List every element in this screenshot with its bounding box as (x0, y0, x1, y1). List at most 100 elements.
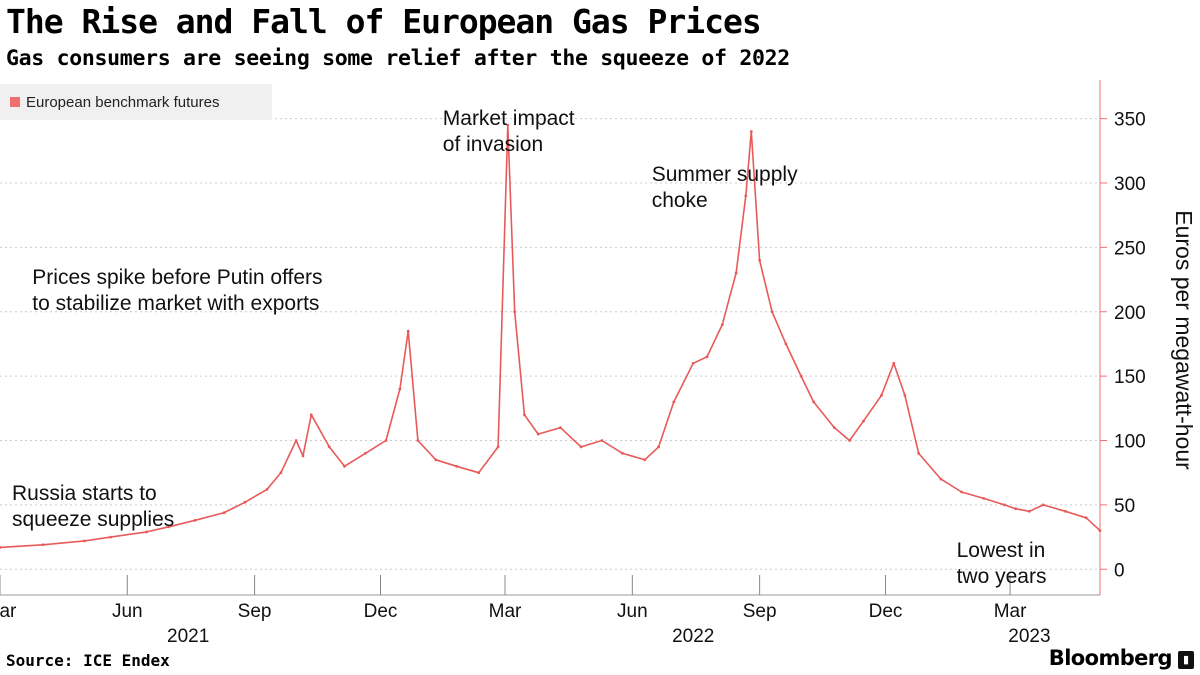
data-point (579, 445, 583, 449)
x-tick-label: Sep (743, 601, 777, 622)
annotation-text: Market impact of invasion (443, 107, 575, 156)
data-point (193, 518, 197, 522)
data-point (496, 445, 500, 449)
data-point (265, 488, 269, 491)
data-point (109, 535, 113, 539)
data-point (744, 194, 748, 198)
data-point (784, 342, 788, 346)
annotations: Russia starts to squeeze supplies Prices s… (12, 107, 1046, 588)
data-point (406, 329, 410, 333)
data-point (83, 539, 86, 543)
x-tick-label: Mar (994, 601, 1027, 622)
data-point (758, 258, 761, 262)
data-point (812, 400, 815, 404)
data-point (309, 413, 313, 417)
data-point (960, 490, 963, 494)
data-point (643, 458, 647, 462)
data-point (1014, 507, 1017, 511)
data-point (1064, 509, 1067, 513)
y-tick-label: 50 (1114, 496, 1135, 517)
data-point (892, 361, 896, 365)
x-tick-label: Jun (617, 601, 648, 622)
y-tick-label: 150 (1114, 367, 1146, 388)
legend: European benchmark futures (0, 84, 272, 120)
data-point (1028, 509, 1031, 513)
data-point (1098, 529, 1102, 532)
data-point (0, 546, 2, 549)
data-point (799, 374, 803, 378)
data-point (982, 497, 986, 500)
data-point (734, 271, 738, 275)
x-tick-label: Sep (238, 601, 272, 622)
data-point (41, 543, 45, 547)
data-point (222, 511, 226, 514)
y-tick-label: 350 (1114, 110, 1146, 131)
data-point (672, 400, 676, 404)
series-layer (0, 123, 1102, 549)
data-point (301, 454, 305, 458)
x-year-label: 2022 (672, 626, 714, 647)
source-note: Source: ICE Endex (6, 651, 170, 670)
data-point (506, 123, 510, 127)
chart-title: The Rise and Fall of European Gas Prices (6, 2, 762, 41)
data-point (749, 130, 753, 133)
data-point (657, 445, 660, 449)
data-point (279, 471, 283, 475)
data-point (167, 525, 171, 529)
annotation-text: Lowest in two years (957, 539, 1047, 588)
data-point (477, 471, 481, 475)
legend-swatch (10, 97, 20, 107)
axes: 0 50 100 150 200 250 300 350 Mar Jun Sep Dec Mar Jun S… (0, 80, 1146, 647)
x-year-label: 2023 (1008, 626, 1050, 647)
y-tick-label: 250 (1114, 238, 1146, 259)
bloomberg-chart-icon: ▮ (1178, 651, 1194, 669)
data-point (848, 439, 851, 442)
data-point (1084, 516, 1088, 520)
x-tick-label: Dec (869, 601, 903, 622)
data-point (832, 426, 836, 429)
data-point (862, 419, 865, 423)
data-point (705, 355, 709, 359)
legend-label: European benchmark futures (26, 93, 220, 111)
data-point (343, 464, 346, 468)
gridlines (0, 118, 1100, 570)
data-point (1003, 503, 1006, 507)
y-tick-label: 0 (1114, 560, 1125, 581)
x-year-label: 2021 (167, 626, 209, 647)
chart-subtitle: Gas consumers are seeing some relief aft… (6, 46, 790, 71)
data-point (327, 445, 331, 449)
data-point (434, 458, 438, 462)
data-point (621, 452, 624, 455)
series-line (0, 124, 1101, 549)
data-point (523, 413, 526, 417)
annotation-text: Prices spike before Putin offers to stabi… (32, 266, 322, 315)
y-tick-label: 300 (1114, 174, 1146, 195)
data-point (294, 439, 298, 442)
x-tick-label: Jun (112, 601, 143, 622)
data-point (416, 439, 420, 442)
data-point (600, 439, 604, 442)
y-axis-label: Euros per megawatt-hour (1171, 210, 1197, 470)
brand-logo: Bloomberg (1048, 646, 1173, 670)
data-point (145, 530, 149, 534)
x-tick-label: Mar (0, 601, 17, 622)
data-point (939, 477, 943, 481)
data-point (398, 387, 402, 391)
data-point (880, 394, 883, 397)
data-point (363, 452, 367, 455)
annotation-text: Russia starts to squeeze supplies (12, 482, 174, 531)
data-point (384, 439, 388, 442)
data-point (720, 323, 724, 326)
data-point (455, 464, 458, 468)
y-tick-label: 200 (1114, 303, 1146, 324)
data-point (559, 426, 562, 429)
annotation-text: Summer supply choke (652, 163, 798, 212)
x-tick-label: Mar (489, 601, 522, 622)
data-point (536, 432, 540, 436)
data-point (243, 500, 247, 504)
data-point (691, 361, 695, 365)
y-tick-label: 100 (1114, 432, 1146, 453)
data-point (513, 310, 517, 314)
data-point (917, 452, 921, 455)
